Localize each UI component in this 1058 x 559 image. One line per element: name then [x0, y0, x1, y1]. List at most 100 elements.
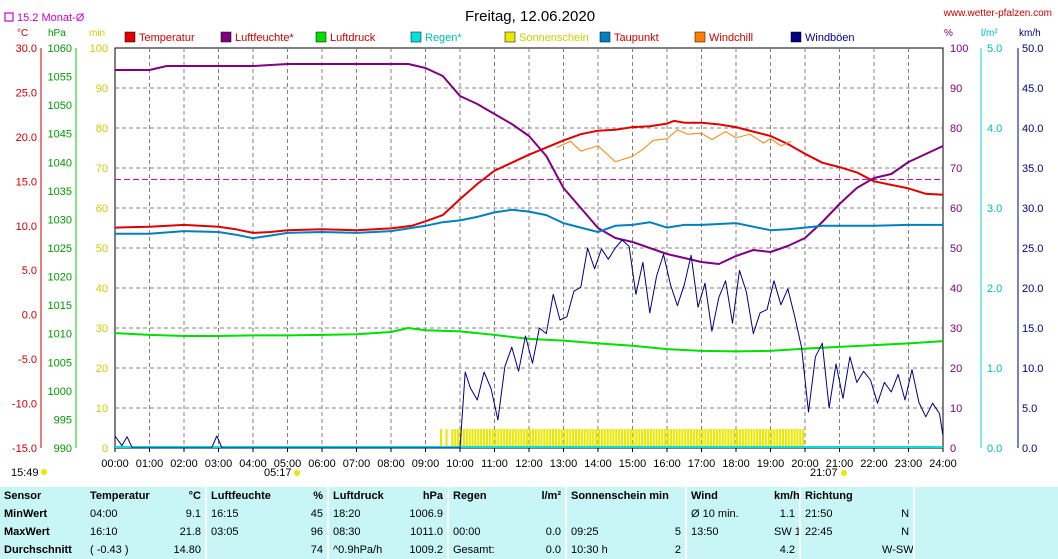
x-tick-label: 11:00	[481, 458, 508, 470]
sunshine-bar	[445, 429, 448, 448]
unit-rain: l/m²	[981, 28, 998, 39]
sun-axis-label: 60	[96, 203, 108, 215]
sunshine-bar	[494, 429, 497, 448]
site-url[interactable]: www.wetter-pfalzen.com	[943, 8, 1052, 19]
sunshine-bar	[457, 429, 460, 448]
direction-value: W-SW	[882, 543, 914, 556]
rain-axis-label: 1.0	[987, 363, 1002, 375]
wind-axis-label: 15.0	[1022, 323, 1043, 335]
series-windben	[114, 239, 944, 449]
legend-label: Luftdruck	[330, 32, 376, 44]
stats-col-wind: Wind	[685, 487, 771, 505]
sunshine-bar	[747, 429, 750, 448]
wind-value: 1.1	[779, 507, 796, 520]
sunshine-bar	[649, 429, 652, 448]
legend-swatch	[410, 31, 422, 43]
legend-swatch	[220, 31, 232, 43]
temp-value: 21.8	[179, 525, 201, 538]
sun-axis-label: 30	[96, 323, 108, 335]
legend-label: Luftfeuchte*	[235, 32, 294, 44]
weather-chart: 00:00 01:00 02:00 03:00 04:00 05:00 06:00 07:00…	[4, 8, 1052, 479]
sunshine-bar	[511, 429, 514, 448]
temp-axis-label: 5.0	[22, 265, 37, 277]
sunshine-bar	[704, 429, 707, 448]
sunshine-bar	[575, 429, 578, 448]
unit-pressure: hPa	[48, 28, 66, 39]
sunshine-bar	[675, 429, 678, 448]
sunshine-bar	[799, 429, 802, 448]
sunset-label: 21:07	[810, 467, 838, 479]
grid-layer	[114, 47, 944, 449]
temp-axis-label: 30.0	[16, 43, 37, 55]
sunshine-bar	[439, 429, 443, 448]
sunshine-bar	[526, 429, 529, 448]
legend-label: Sonnenschein	[519, 32, 589, 44]
sunshine-bar	[534, 429, 537, 448]
sunshine-bar	[592, 429, 595, 448]
pressure-axis-label: 1055	[48, 72, 72, 84]
sunshine-bar	[462, 429, 465, 448]
sunshine-bar	[790, 429, 793, 448]
stats-col-temp-unit: °C	[188, 489, 201, 502]
sunshine-bar	[514, 429, 517, 448]
sunshine-bar	[589, 429, 592, 448]
legend-label: Temperatur	[139, 32, 195, 44]
stats-spacer	[913, 523, 1058, 541]
stats-col-pressure-unit: hPa	[422, 489, 443, 502]
legend-label: Windchill	[709, 32, 753, 44]
sunshine-bar	[664, 429, 667, 448]
humidity-value: 45	[310, 507, 323, 520]
x-tick-label: 08:00	[377, 458, 405, 470]
legend-swatch	[315, 31, 327, 43]
legend-label: Taupunkt	[614, 32, 659, 44]
sunshine-bar	[508, 429, 511, 448]
sunshine-bar	[580, 429, 583, 448]
sunshine-bar	[692, 429, 695, 448]
stats-col-rain-unit: l/m²	[541, 489, 561, 502]
sunshine-bar	[727, 429, 730, 448]
rain-value	[524, 505, 566, 523]
sunshine-bar	[629, 429, 632, 448]
x-tick-label: 09:00	[412, 458, 440, 470]
sunshine-bar	[603, 429, 606, 448]
legend-label: Windböen	[805, 32, 855, 44]
stats-spacer	[913, 505, 1058, 523]
sunshine-bar	[773, 429, 776, 448]
sunshine-bar	[715, 429, 718, 448]
legend-swatch	[504, 31, 516, 43]
sunshine-bar	[661, 429, 664, 448]
pressure-time: 08:30	[327, 523, 404, 541]
sunshine-bar	[678, 429, 681, 448]
stats-col-direction: Richtung	[799, 487, 915, 505]
x-tick-label: 02:00	[170, 458, 198, 470]
stats-row-avg: Durchschnitt ( -0.43 ) 14.80 74 ^0.9hPa/…	[0, 541, 1058, 559]
sunshine-bar	[454, 429, 457, 448]
sunshine-bar	[672, 429, 675, 448]
humidity-value: 96	[310, 525, 323, 538]
sunshine-bar	[724, 429, 727, 448]
rain-axis-label: 4.0	[987, 123, 1002, 135]
sunshine-bar	[793, 429, 796, 448]
wind-time: 13:50	[685, 523, 771, 541]
sunshine-bar	[623, 429, 626, 448]
temp-time: ( -0.43 )	[90, 543, 129, 556]
stats-col-humidity-unit: %	[313, 489, 323, 502]
sunshine-bar	[480, 429, 483, 448]
sunshine-bar	[465, 429, 468, 448]
stats-spacer	[913, 487, 1058, 505]
sunshine-bar	[474, 429, 477, 448]
x-tick-label: 03:00	[205, 458, 233, 470]
humidity-axis-label: 0	[950, 443, 956, 455]
wind-axis-label: 10.0	[1022, 363, 1043, 375]
sunshine-bar	[560, 429, 563, 448]
series-temperatur	[114, 119, 944, 234]
pressure-axis-label: 1000	[48, 386, 72, 398]
stats-col-sun: Sonnenschein min	[564, 487, 687, 505]
sunshine-bar	[681, 429, 684, 448]
wind-time	[685, 541, 771, 559]
rain-time: 00:00	[447, 523, 524, 541]
x-tick-label: 19:00	[757, 458, 785, 470]
wind-value: 4.2	[779, 543, 796, 556]
sunshine-bar	[770, 429, 773, 448]
humidity-axis-label: 80	[950, 123, 962, 135]
